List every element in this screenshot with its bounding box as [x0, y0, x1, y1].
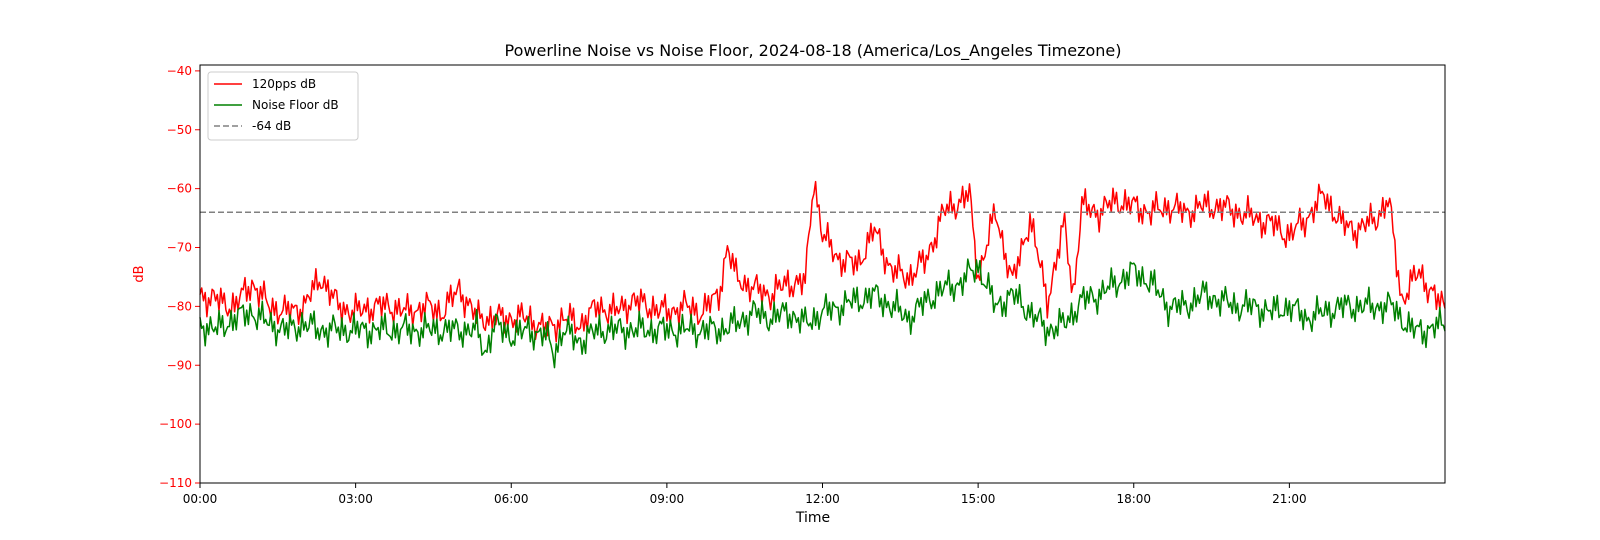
- chart-title: Powerline Noise vs Noise Floor, 2024-08-…: [505, 41, 1122, 61]
- series-line: [199, 180, 1446, 343]
- legend-box: [207, 71, 359, 141]
- y-tick-label: −70: [167, 241, 192, 255]
- legend: 120pps dB Noise Floor dB -64 dB: [207, 71, 359, 141]
- legend-label: -64 dB: [252, 119, 291, 133]
- y-tick-label: −90: [167, 358, 192, 372]
- x-tick-label: 06:00: [494, 492, 529, 506]
- x-axis-label: Time: [795, 510, 830, 526]
- x-axis: 00:00 03:00 06:00 09:00 12:00 15:00 18:00 21:00: [183, 483, 1307, 506]
- x-tick-label: 18:00: [1116, 492, 1151, 506]
- x-tick-label: 15:00: [961, 492, 996, 506]
- y-tick-label: −60: [167, 182, 192, 196]
- plot-frame: [199, 64, 1446, 484]
- x-tick-label: 03:00: [338, 492, 373, 506]
- x-tick-label: 00:00: [183, 492, 218, 506]
- series-lines: [199, 180, 1446, 369]
- y-tick-label: −40: [167, 64, 192, 78]
- y-tick-label: −110: [159, 476, 192, 490]
- x-tick-label: 12:00: [805, 492, 840, 506]
- x-tick-label: 09:00: [650, 492, 685, 506]
- y-axis: −40 −50 −60 −70 −80 −90 −100 −110: [159, 64, 200, 490]
- y-axis-label: dB: [132, 265, 147, 282]
- series-line: [199, 258, 1446, 369]
- legend-label: Noise Floor dB: [252, 98, 339, 112]
- y-tick-label: −100: [159, 417, 192, 431]
- legend-label: 120pps dB: [252, 77, 316, 91]
- x-tick-label: 21:00: [1272, 492, 1307, 506]
- y-tick-label: −80: [167, 299, 192, 313]
- y-tick-label: −50: [167, 123, 192, 137]
